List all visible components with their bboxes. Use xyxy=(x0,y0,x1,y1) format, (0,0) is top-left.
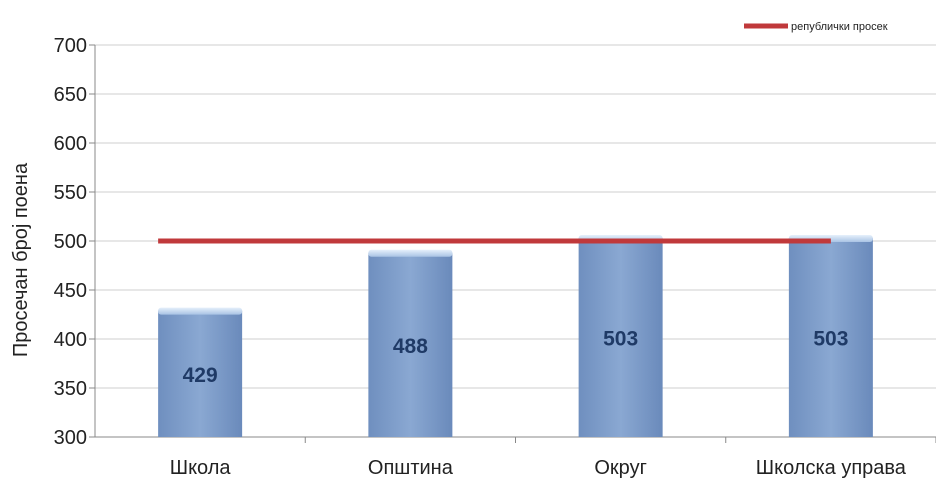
legend-entry: републички просек xyxy=(791,21,888,33)
bar xyxy=(158,310,243,437)
y-tick-label: 300 xyxy=(54,427,87,449)
y-tick-label: 650 xyxy=(54,84,87,106)
bar-cap xyxy=(158,307,243,315)
y-axis-label: Просечан број поена xyxy=(10,162,32,357)
y-tick-labels: 300 350 400 450 500 550 600 650 700 xyxy=(54,35,95,449)
x-tick-labels: Школа Општина Округ Школска управа xyxy=(170,437,936,479)
bar xyxy=(788,238,873,437)
y-tick-label: 600 xyxy=(54,133,87,155)
y-tick-label: 450 xyxy=(54,280,87,302)
bar xyxy=(578,238,663,437)
y-tick-label: 350 xyxy=(54,378,87,400)
y-tick-label: 400 xyxy=(54,329,87,351)
x-tick-label: Школска управа xyxy=(756,457,907,479)
bars xyxy=(158,235,873,437)
x-tick-label: Школа xyxy=(170,457,232,479)
bar xyxy=(368,252,453,437)
y-tick-label: 550 xyxy=(54,182,87,204)
y-tick-label: 500 xyxy=(54,231,87,253)
bar-cap xyxy=(368,249,453,257)
x-tick-label: Општина xyxy=(368,457,454,479)
data-label: 429 xyxy=(183,364,218,387)
y-tick-label: 700 xyxy=(54,35,87,57)
data-label: 503 xyxy=(813,328,848,351)
x-tick-label: Округ xyxy=(594,457,647,479)
data-label: 503 xyxy=(603,328,638,351)
data-labels: 429 488 503 503 xyxy=(183,328,849,387)
data-label: 488 xyxy=(393,335,428,358)
legend: републички просек xyxy=(744,21,888,33)
